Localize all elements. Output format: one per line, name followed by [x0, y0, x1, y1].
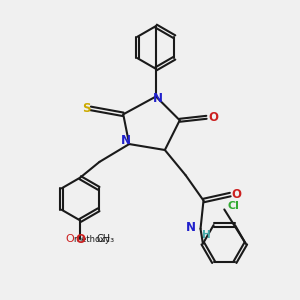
Text: S: S: [82, 102, 90, 115]
Text: O: O: [75, 233, 85, 246]
Text: N: N: [121, 134, 130, 147]
Text: H: H: [202, 230, 210, 240]
Text: O: O: [65, 234, 74, 244]
Text: Cl: Cl: [227, 201, 239, 211]
Text: methoxy: methoxy: [73, 235, 110, 244]
Text: O: O: [232, 188, 242, 201]
Text: CH₃: CH₃: [97, 234, 115, 244]
Text: O: O: [208, 111, 218, 124]
Text: N: N: [186, 221, 196, 234]
Text: N: N: [153, 92, 163, 105]
